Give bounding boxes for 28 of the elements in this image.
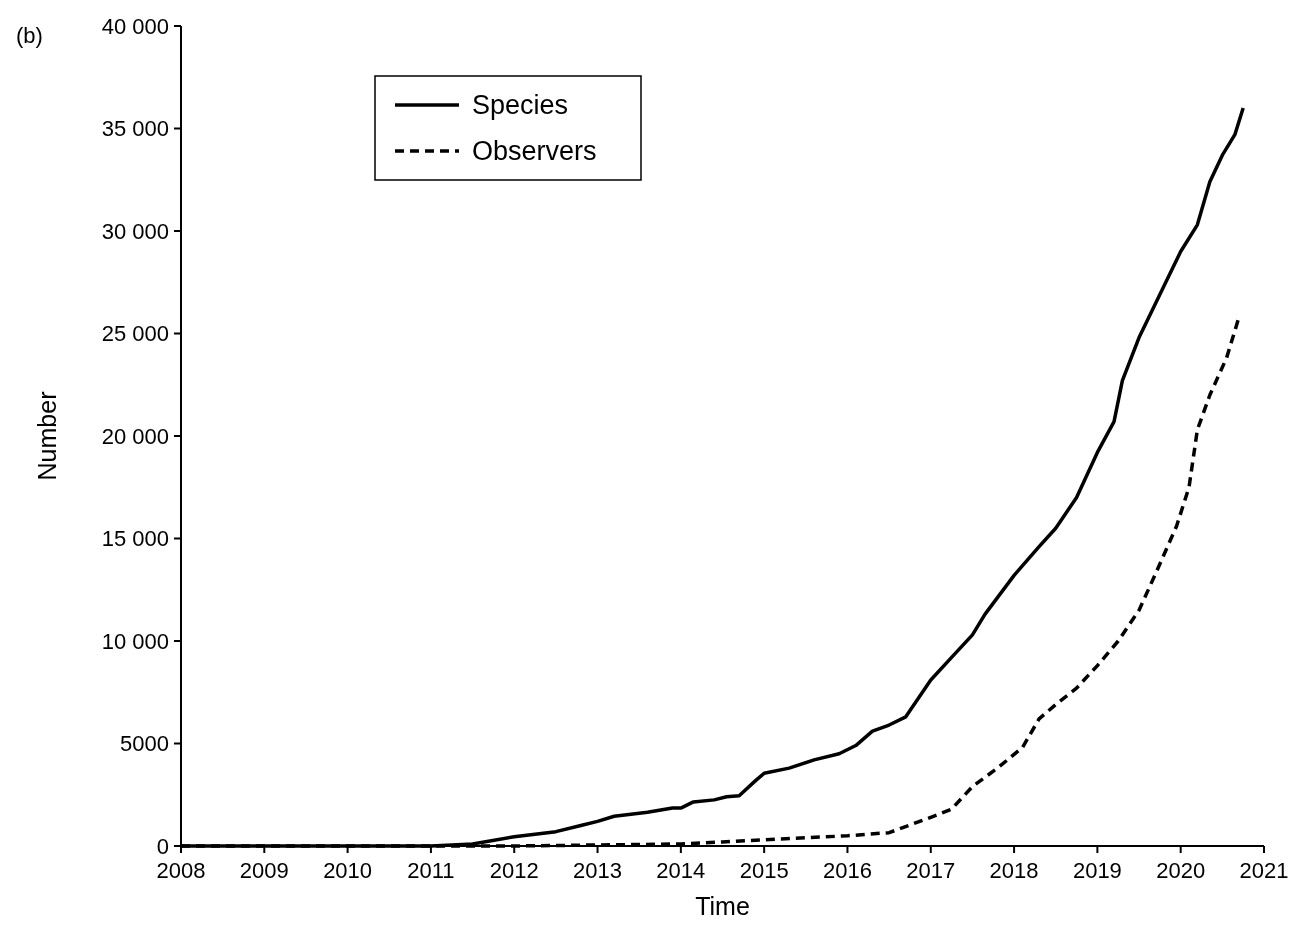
y-tick-label: 0 [156, 833, 169, 859]
legend-label: Species [472, 90, 569, 121]
text: (b) [16, 23, 43, 48]
x-tick-label: 2013 [573, 858, 623, 883]
x-tick-label: 2012 [489, 858, 539, 883]
x-tick-label: 2011 [407, 858, 455, 883]
y-tick-label: 30 000 [101, 218, 169, 244]
y-tick-label: 20 000 [101, 423, 169, 449]
y-tick-label: 5000 [120, 731, 169, 757]
x-tick-label: 2015 [739, 858, 789, 883]
y-tick-label: 25 000 [101, 321, 169, 347]
x-tick-label: 2010 [323, 858, 373, 883]
y-tick-label: 10 000 [101, 628, 169, 654]
y-tick-label: 35 000 [101, 116, 169, 142]
y-tick-label: 15 000 [101, 526, 169, 552]
x-tick-label: 2014 [656, 858, 706, 883]
x-tick-label: 2009 [239, 858, 289, 883]
x-tick-label: 2016 [822, 858, 872, 883]
x-axis-title: Time [695, 892, 750, 920]
x-tick-label: 2019 [1072, 858, 1122, 883]
x-tick-label: 2021 [1239, 858, 1289, 883]
x-tick-label: 2008 [156, 858, 206, 883]
legend-label: Observers [472, 136, 597, 167]
y-axis-title: Number [33, 391, 61, 481]
x-tick-label: 2017 [906, 858, 956, 883]
x-tick-label: 2020 [1156, 858, 1206, 883]
x-tick-label: 2018 [989, 858, 1039, 883]
y-tick-label: 40 000 [101, 13, 169, 39]
